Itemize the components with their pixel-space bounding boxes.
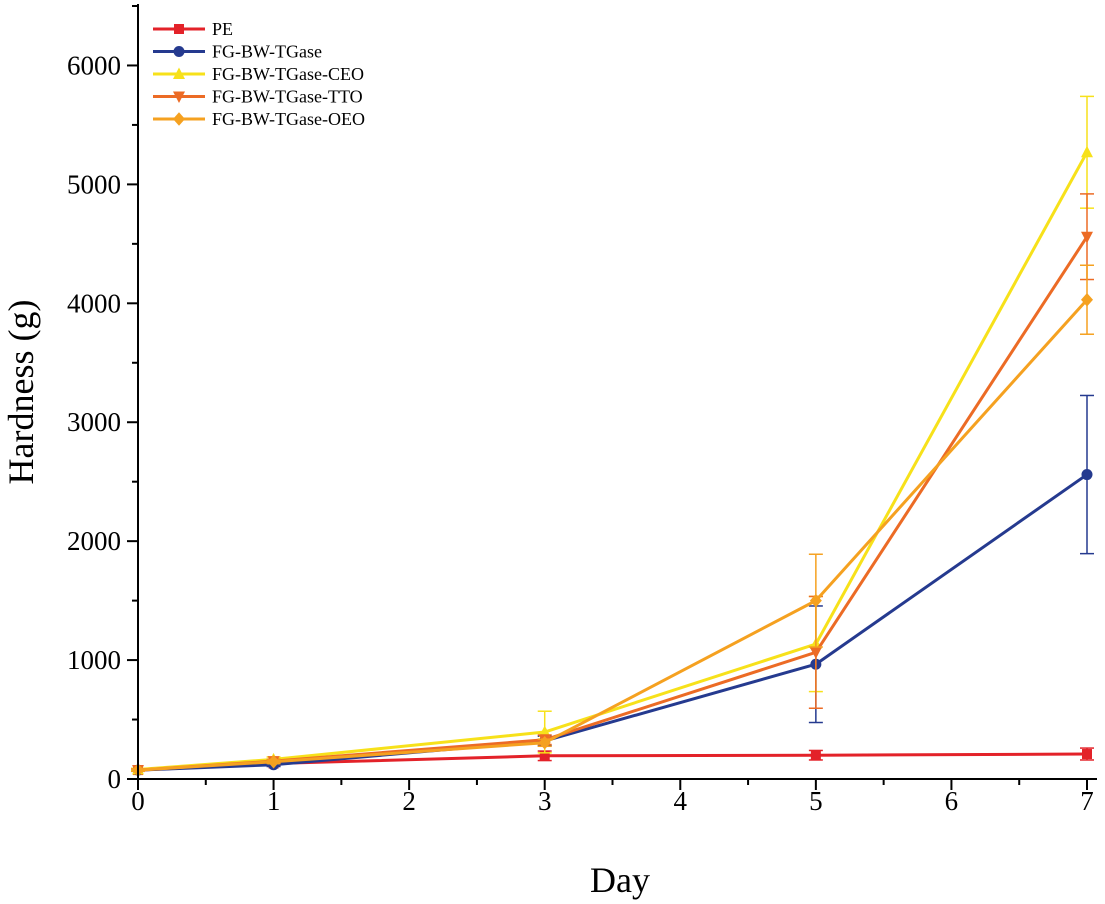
legend-label: PE xyxy=(212,19,233,39)
legend-item: FG-BW-TGase-TTO xyxy=(153,87,363,107)
y-axis-title: Hardness (g) xyxy=(1,300,41,485)
series-line xyxy=(137,235,1089,772)
x-tick-label: 6 xyxy=(945,786,959,816)
legend-swatch-marker xyxy=(173,67,185,79)
y-tick-label: 2000 xyxy=(67,526,121,556)
legend-swatch-marker xyxy=(173,112,185,126)
x-ticks: 0 1 2 3 4 5 6 7 xyxy=(131,779,1094,816)
x-tick-label: 5 xyxy=(809,786,823,816)
plot-area xyxy=(131,95,1094,777)
y-tick-label: 3000 xyxy=(67,407,121,437)
data-point xyxy=(1082,749,1092,760)
series-line xyxy=(137,151,1089,771)
y-tick-label: 5000 xyxy=(67,169,121,199)
x-tick-label: 0 xyxy=(131,786,145,816)
data-point xyxy=(538,725,551,738)
series-line xyxy=(137,473,1088,772)
data-point xyxy=(1081,145,1093,158)
legend-label: FG-BW-TGase-OEO xyxy=(212,109,365,129)
data-point xyxy=(809,647,822,659)
legend-swatch-marker xyxy=(173,46,185,57)
axes xyxy=(137,4,1097,780)
legend-item: FG-BW-TGase xyxy=(153,42,322,62)
legend-item: PE xyxy=(153,19,233,39)
x-axis-title: Day xyxy=(590,860,650,900)
legend-label: FG-BW-TGase-TTO xyxy=(212,87,363,107)
legend-label: FG-BW-TGase xyxy=(212,42,322,62)
legend-item: FG-BW-TGase-OEO xyxy=(153,109,365,129)
data-point xyxy=(1081,231,1093,244)
legend-swatch-marker xyxy=(174,24,184,34)
data-point xyxy=(810,750,821,761)
legend-item: FG-BW-TGase-CEO xyxy=(153,64,364,84)
y-tick-label: 1000 xyxy=(67,645,121,675)
x-tick-label: 4 xyxy=(674,786,688,816)
y-tick-label: 6000 xyxy=(67,50,121,80)
data-point xyxy=(1081,469,1093,481)
y-tick-label: 0 xyxy=(108,764,122,794)
data-point xyxy=(538,735,551,750)
legend-swatch-marker xyxy=(173,91,185,103)
x-tick-label: 2 xyxy=(402,786,416,816)
x-tick-label: 1 xyxy=(267,786,281,816)
data-point xyxy=(267,755,280,769)
data-point xyxy=(539,750,550,761)
series-fg-bw-tgase-oeo xyxy=(131,264,1094,777)
y-tick-label: 4000 xyxy=(67,288,121,318)
legend-label: FG-BW-TGase-CEO xyxy=(212,64,364,84)
x-tick-label: 3 xyxy=(538,786,552,816)
data-point xyxy=(1081,292,1093,307)
data-point xyxy=(809,593,822,608)
series-line xyxy=(137,298,1089,772)
series-fg-bw-tgase-ceo xyxy=(131,95,1094,775)
x-tick-label: 7 xyxy=(1080,786,1094,816)
y-ticks: 0 1000 2000 3000 4000 5000 6000 xyxy=(67,5,138,794)
series-fg-bw-tgase-tto xyxy=(131,193,1094,777)
